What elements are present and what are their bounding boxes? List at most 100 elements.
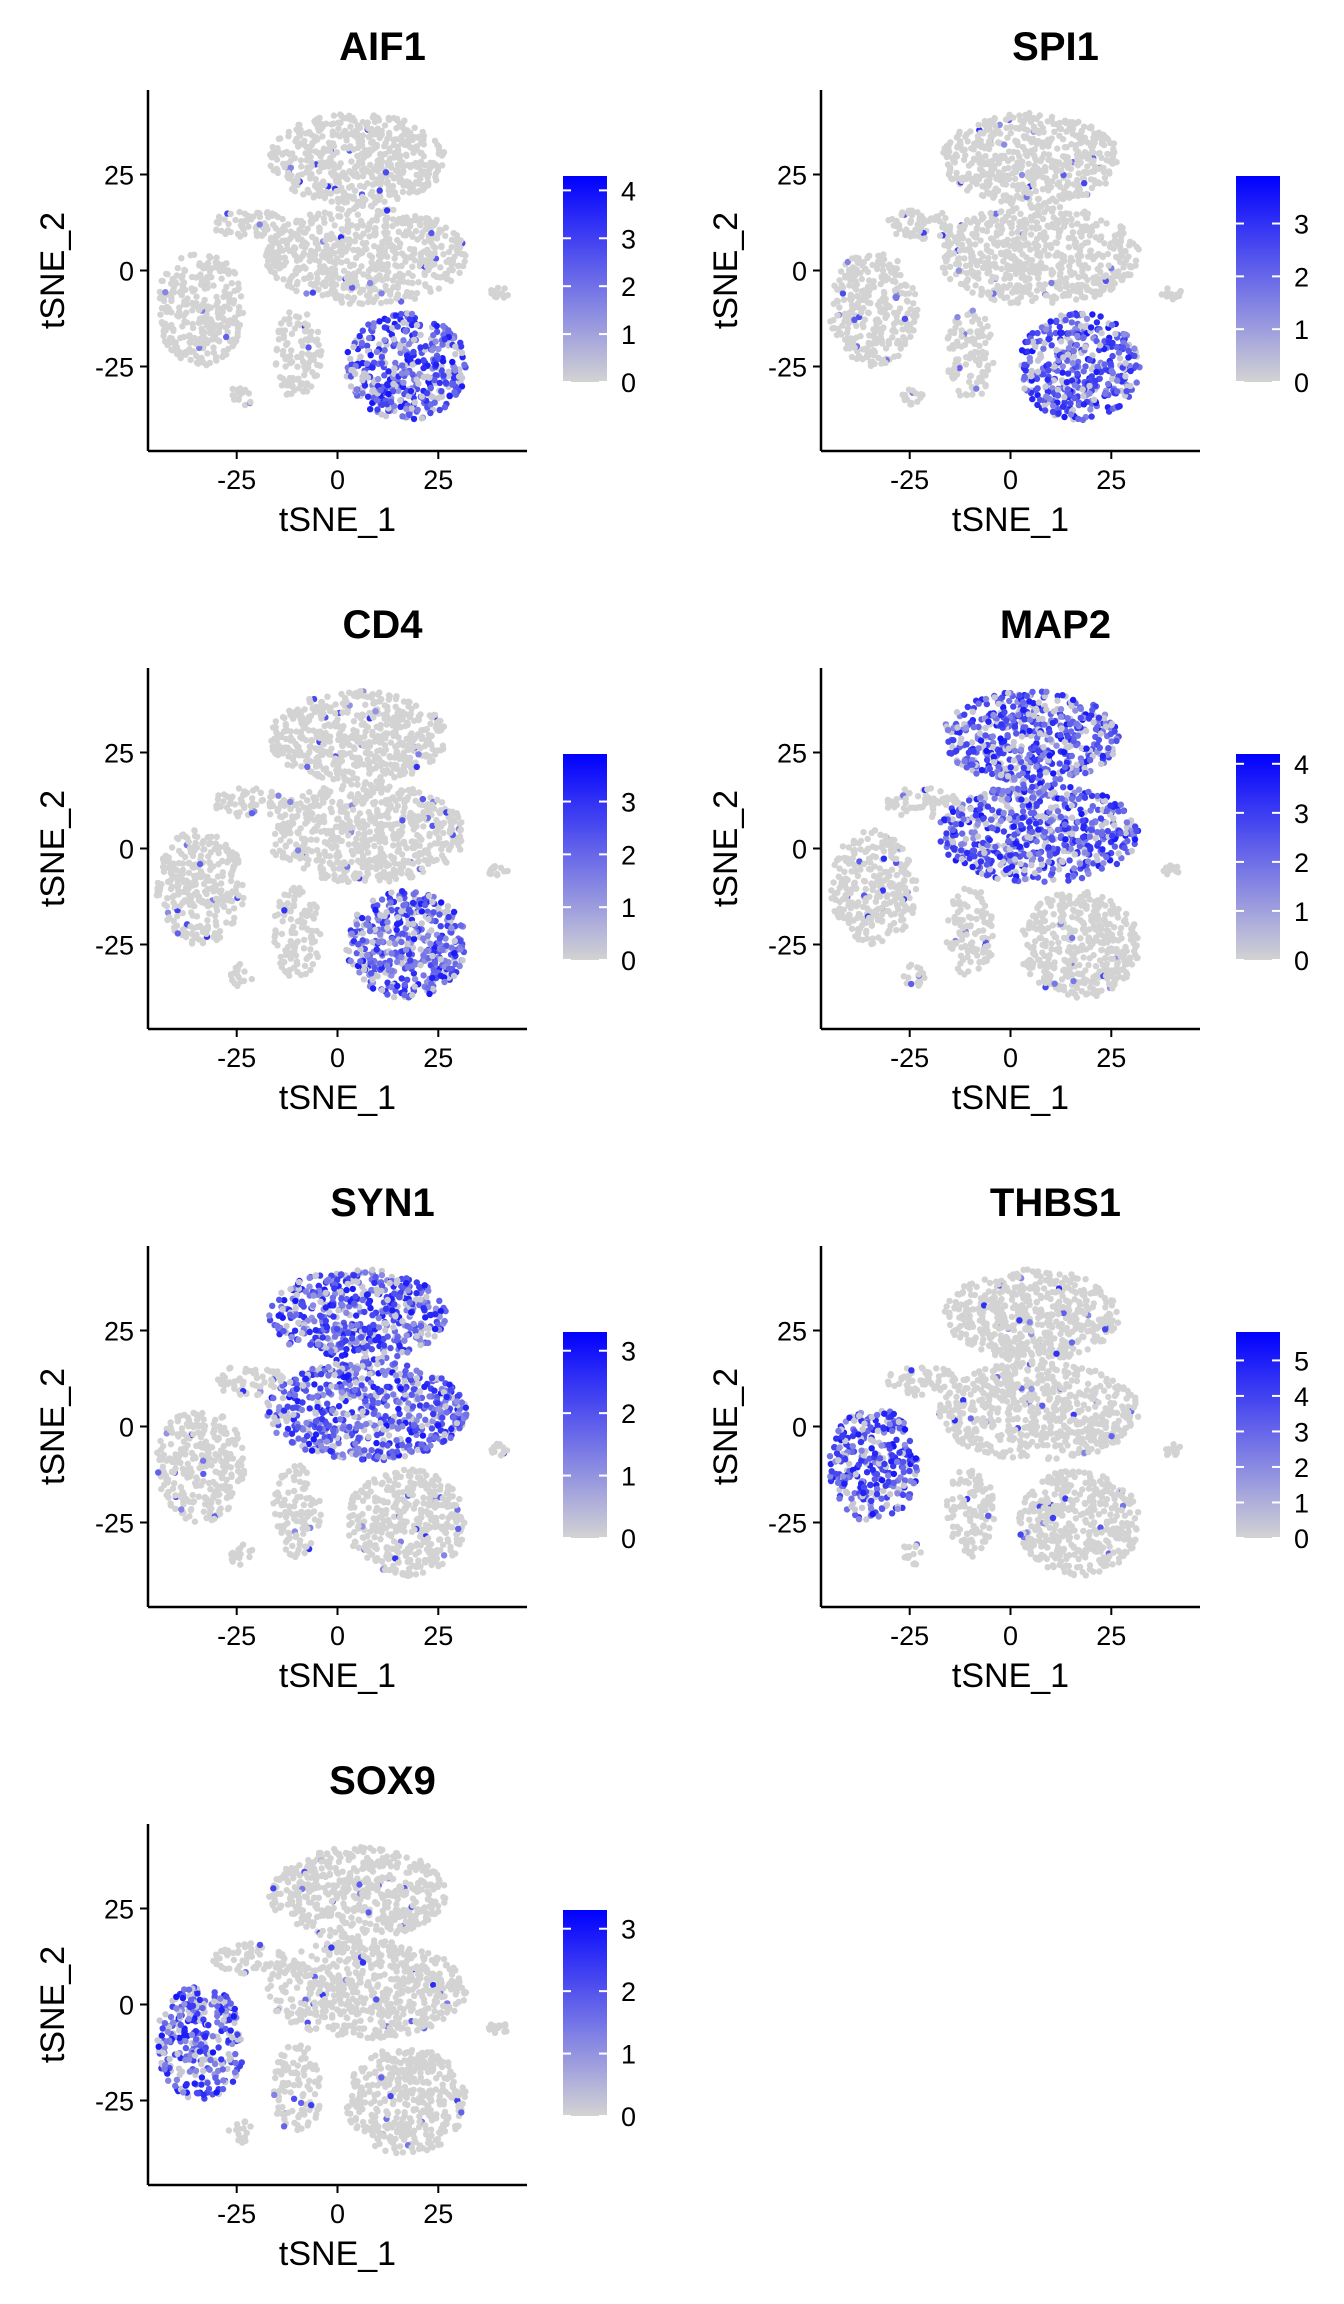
cell-point [308, 159, 315, 166]
cell-point [365, 334, 373, 342]
cell-point [291, 325, 299, 332]
cell-point [430, 711, 438, 719]
cell-point [322, 282, 329, 290]
cell-point [377, 721, 384, 729]
cell-point [1054, 145, 1061, 152]
cell-point [1167, 292, 1174, 299]
cell-point [392, 765, 400, 772]
cell-point [221, 216, 228, 223]
cell-point [998, 198, 1005, 205]
cell-point [364, 393, 372, 400]
cell-point [373, 396, 381, 404]
cell-point [359, 836, 366, 843]
cell-point [834, 312, 841, 319]
cell-point [831, 282, 838, 289]
cell-point [1044, 252, 1051, 259]
cell-point [378, 360, 386, 367]
cell-point [954, 359, 961, 366]
cell-point [324, 693, 331, 700]
cell-point [1110, 140, 1118, 147]
cell-point [1005, 114, 1012, 122]
cell-point [432, 173, 439, 181]
cell-point [198, 335, 205, 342]
cell-point [1072, 238, 1079, 246]
cell-point [234, 325, 242, 332]
cell-point [413, 376, 420, 383]
cell-point [878, 360, 885, 367]
cell-point [281, 237, 288, 244]
cell-point [204, 339, 211, 347]
cell-point [989, 119, 996, 126]
cell-point [898, 211, 905, 218]
cell-point [335, 213, 342, 220]
cell-point [388, 191, 395, 198]
cell-point [456, 244, 464, 251]
cell-point [266, 250, 274, 258]
cell-point [272, 841, 279, 848]
cell-point [366, 279, 374, 287]
cell-point [385, 114, 392, 122]
cell-point [897, 271, 904, 279]
cell-point [979, 288, 986, 296]
cell-point [235, 280, 242, 287]
cell-point [413, 763, 420, 771]
cell-point [970, 155, 978, 162]
cell-point [889, 327, 896, 334]
cell-point [407, 129, 414, 137]
cell-point [1064, 154, 1071, 161]
cell-point [1058, 338, 1065, 345]
cell-point [1024, 127, 1031, 134]
cell-point [836, 304, 843, 311]
cell-point [412, 227, 420, 235]
cell-point [833, 331, 841, 339]
cell-point [329, 172, 337, 179]
cell-point [384, 135, 391, 142]
cell-point [316, 126, 323, 134]
cell-point [1021, 385, 1028, 392]
cell-point [874, 265, 881, 273]
cell-point [941, 264, 948, 272]
cell-point [901, 340, 909, 348]
cell-point [351, 272, 359, 279]
scatter-points [827, 109, 1184, 424]
cell-point [330, 776, 337, 783]
cell-point [999, 152, 1006, 160]
cell-point [301, 724, 308, 731]
legend-colorbar [1236, 176, 1280, 382]
cell-point [958, 177, 966, 185]
cell-point [366, 233, 373, 240]
cell-point [299, 239, 307, 246]
cell-point [432, 361, 440, 368]
cell-point [975, 121, 982, 129]
cell-point [402, 293, 409, 300]
cell-point [287, 164, 294, 171]
cell-point [275, 135, 283, 142]
cell-point [235, 304, 243, 311]
cell-point [491, 293, 499, 300]
cell-point [424, 225, 431, 233]
cell-point [1068, 221, 1076, 229]
cell-point [385, 390, 392, 398]
cell-point [191, 286, 198, 293]
cell-point [459, 262, 467, 270]
cell-point [304, 166, 311, 173]
cell-point [954, 342, 962, 349]
cell-point [382, 223, 390, 230]
cell-point [292, 252, 299, 259]
cell-point [392, 262, 399, 269]
cell-point [284, 340, 291, 347]
cell-point [979, 227, 986, 234]
cell-point [1039, 124, 1046, 132]
cell-point [1067, 165, 1074, 172]
cell-point [282, 735, 290, 743]
cell-point [306, 743, 313, 750]
cell-point [946, 345, 953, 352]
cell-point [1011, 175, 1019, 182]
cell-point [1158, 291, 1165, 298]
cell-point [987, 331, 994, 338]
cell-point [294, 174, 301, 181]
panel-title: CD4 [342, 603, 423, 647]
cell-point [365, 224, 373, 231]
cell-point [356, 300, 363, 307]
